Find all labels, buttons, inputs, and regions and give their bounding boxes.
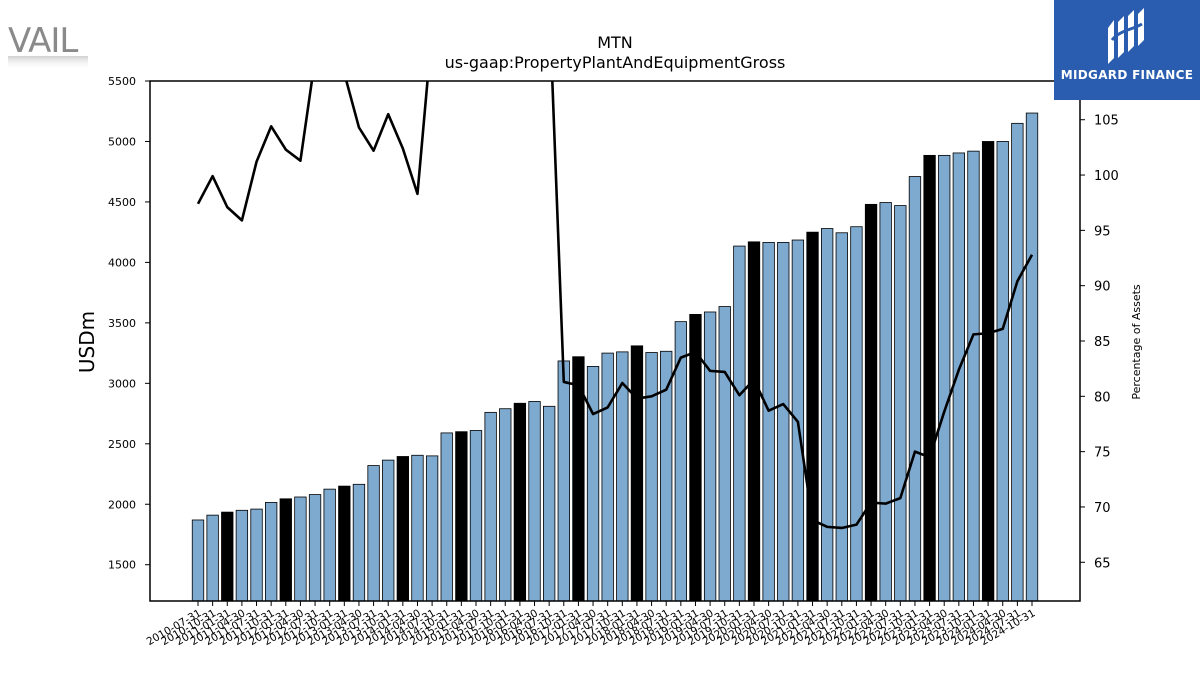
bar bbox=[455, 431, 468, 601]
bar bbox=[601, 352, 614, 601]
y-tick-label: 2000 bbox=[108, 498, 136, 511]
bar bbox=[835, 232, 848, 601]
bar bbox=[747, 241, 761, 601]
bar bbox=[938, 154, 951, 601]
y-tick-label: 3000 bbox=[108, 377, 136, 390]
line-path bbox=[196, 81, 1034, 530]
chart-subtitle: us-gaap:PropertyPlantAndEquipmentGross bbox=[445, 53, 786, 72]
bar bbox=[821, 228, 834, 601]
bar bbox=[908, 176, 922, 601]
bar bbox=[616, 351, 629, 601]
y-tick-label: 5000 bbox=[108, 135, 136, 148]
bar-series bbox=[191, 112, 1039, 601]
bar bbox=[762, 242, 775, 601]
y2-tick-label: 65 bbox=[1094, 556, 1111, 571]
bar bbox=[338, 485, 351, 601]
bar bbox=[499, 408, 512, 601]
line-series bbox=[196, 81, 1034, 530]
bar bbox=[323, 488, 336, 601]
bar bbox=[425, 455, 439, 601]
bar bbox=[396, 456, 409, 601]
bar bbox=[689, 313, 702, 601]
midgard-finance-logo: MIDGARD FINANCE bbox=[1054, 0, 1200, 100]
y-tick-label: 4500 bbox=[108, 196, 136, 209]
y2-tick-label: 100 bbox=[1094, 169, 1119, 184]
bar bbox=[308, 494, 322, 601]
y2-tick-label: 80 bbox=[1094, 390, 1111, 405]
bar bbox=[645, 352, 658, 601]
bar bbox=[440, 432, 453, 601]
bar bbox=[703, 311, 717, 601]
bar bbox=[806, 231, 819, 601]
y-axis-label: USDm bbox=[75, 311, 99, 373]
axes: 1500 2000 2500 3000 3500 4000 4500 5000 5500 65 70… bbox=[108, 75, 1119, 648]
bar bbox=[572, 356, 585, 601]
bar bbox=[777, 242, 790, 601]
bar bbox=[923, 154, 936, 601]
bar bbox=[294, 496, 307, 601]
bar bbox=[864, 203, 878, 601]
bar bbox=[557, 360, 570, 601]
vail-logo: VAIL bbox=[6, 18, 96, 74]
y-tick-label: 2500 bbox=[108, 438, 136, 451]
bar bbox=[981, 141, 995, 601]
vail-logo-text: VAIL bbox=[8, 21, 78, 61]
y2-tick-label: 85 bbox=[1094, 335, 1111, 350]
bar bbox=[586, 365, 600, 601]
midgard-logo-text: MIDGARD FINANCE bbox=[1060, 68, 1194, 82]
bar bbox=[352, 483, 366, 601]
bar bbox=[279, 498, 292, 601]
bar bbox=[411, 454, 424, 601]
y2-tick-label: 70 bbox=[1094, 501, 1111, 516]
bar bbox=[660, 350, 673, 601]
bar bbox=[191, 519, 205, 601]
bar bbox=[528, 401, 541, 601]
chart-title: MTN bbox=[597, 33, 633, 52]
bar bbox=[879, 202, 892, 601]
bar bbox=[718, 306, 731, 601]
bar bbox=[235, 509, 249, 601]
bar bbox=[484, 411, 497, 601]
y2-axis-label: Percentage of Assets bbox=[1130, 284, 1143, 400]
y2-tick-label: 75 bbox=[1094, 446, 1111, 461]
bar bbox=[1025, 112, 1039, 601]
bar bbox=[543, 405, 556, 601]
bar bbox=[382, 459, 395, 601]
y-tick-label: 4000 bbox=[108, 256, 136, 269]
y-tick-label: 3500 bbox=[108, 317, 136, 330]
bar bbox=[674, 321, 687, 601]
y-tick-label: 1500 bbox=[108, 559, 136, 572]
bar bbox=[513, 402, 527, 601]
bar bbox=[1011, 122, 1024, 601]
bar bbox=[250, 508, 263, 601]
bar bbox=[967, 150, 980, 601]
y2-tick-label: 95 bbox=[1094, 224, 1111, 239]
bar bbox=[265, 502, 278, 601]
bar bbox=[221, 511, 234, 601]
midgard-emblem-icon bbox=[1108, 8, 1144, 64]
bar bbox=[206, 514, 219, 601]
bar bbox=[367, 465, 380, 601]
bar bbox=[850, 226, 863, 601]
bar bbox=[996, 141, 1009, 601]
y2-tick-label: 105 bbox=[1094, 114, 1119, 129]
bar bbox=[630, 345, 644, 601]
y2-tick-label: 90 bbox=[1094, 280, 1111, 295]
y-tick-label: 5500 bbox=[108, 75, 136, 88]
bar bbox=[952, 152, 965, 601]
bar bbox=[469, 430, 483, 601]
bar bbox=[733, 245, 746, 601]
bar bbox=[894, 205, 907, 601]
